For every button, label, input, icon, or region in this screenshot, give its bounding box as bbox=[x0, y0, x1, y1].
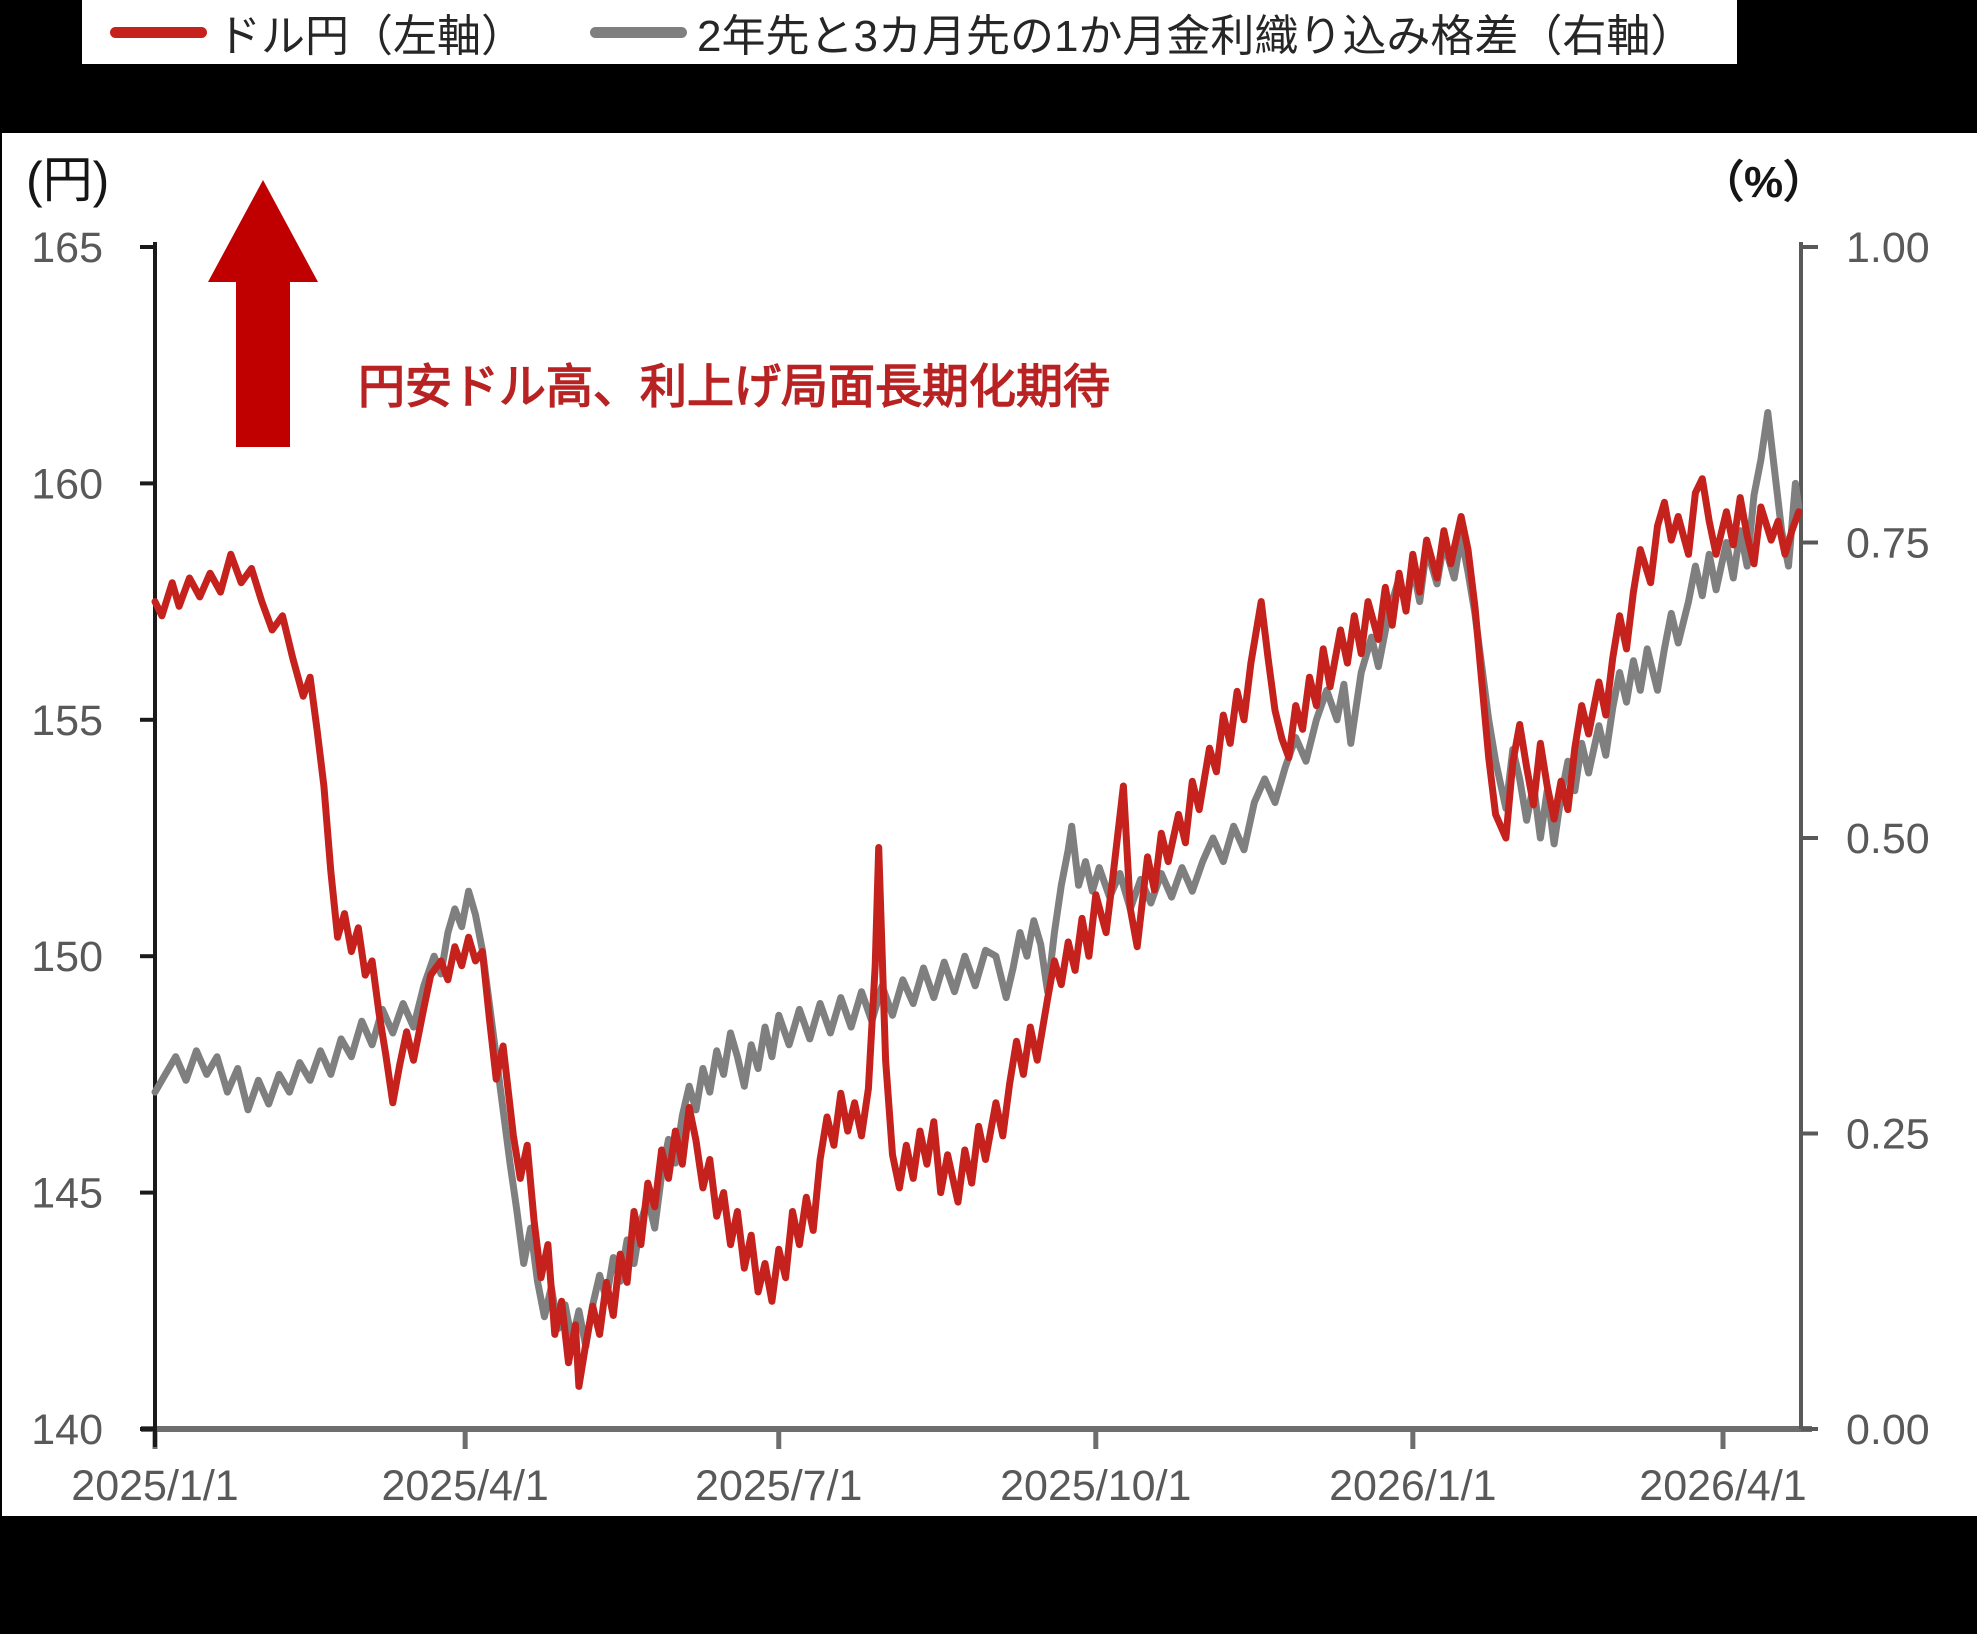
legend-label-usdjpy: ドル円（左軸） bbox=[217, 12, 525, 61]
annotation-text: 円安ドル高、利上げ局面長期化期待 bbox=[358, 360, 1110, 413]
left-axis-unit-label: (円) bbox=[26, 152, 110, 208]
legend: ドル円（左軸） 2年先と3カ月先の1か月金利織り込み格差（右軸） bbox=[82, 0, 1737, 64]
spread-line-swatch bbox=[590, 26, 687, 38]
chart-panel bbox=[2, 133, 1977, 1516]
legend-label-spread: 2年先と3カ月先の1か月金利織り込み格差（右軸） bbox=[697, 12, 1695, 61]
right-axis-unit-label: （%） bbox=[1700, 158, 1828, 207]
legend-item-spread: 2年先と3カ月先の1か月金利織り込み格差（右軸） bbox=[590, 0, 1694, 64]
usdjpy-line-swatch bbox=[110, 26, 207, 38]
legend-item-usdjpy: ドル円（左軸） bbox=[110, 0, 525, 64]
